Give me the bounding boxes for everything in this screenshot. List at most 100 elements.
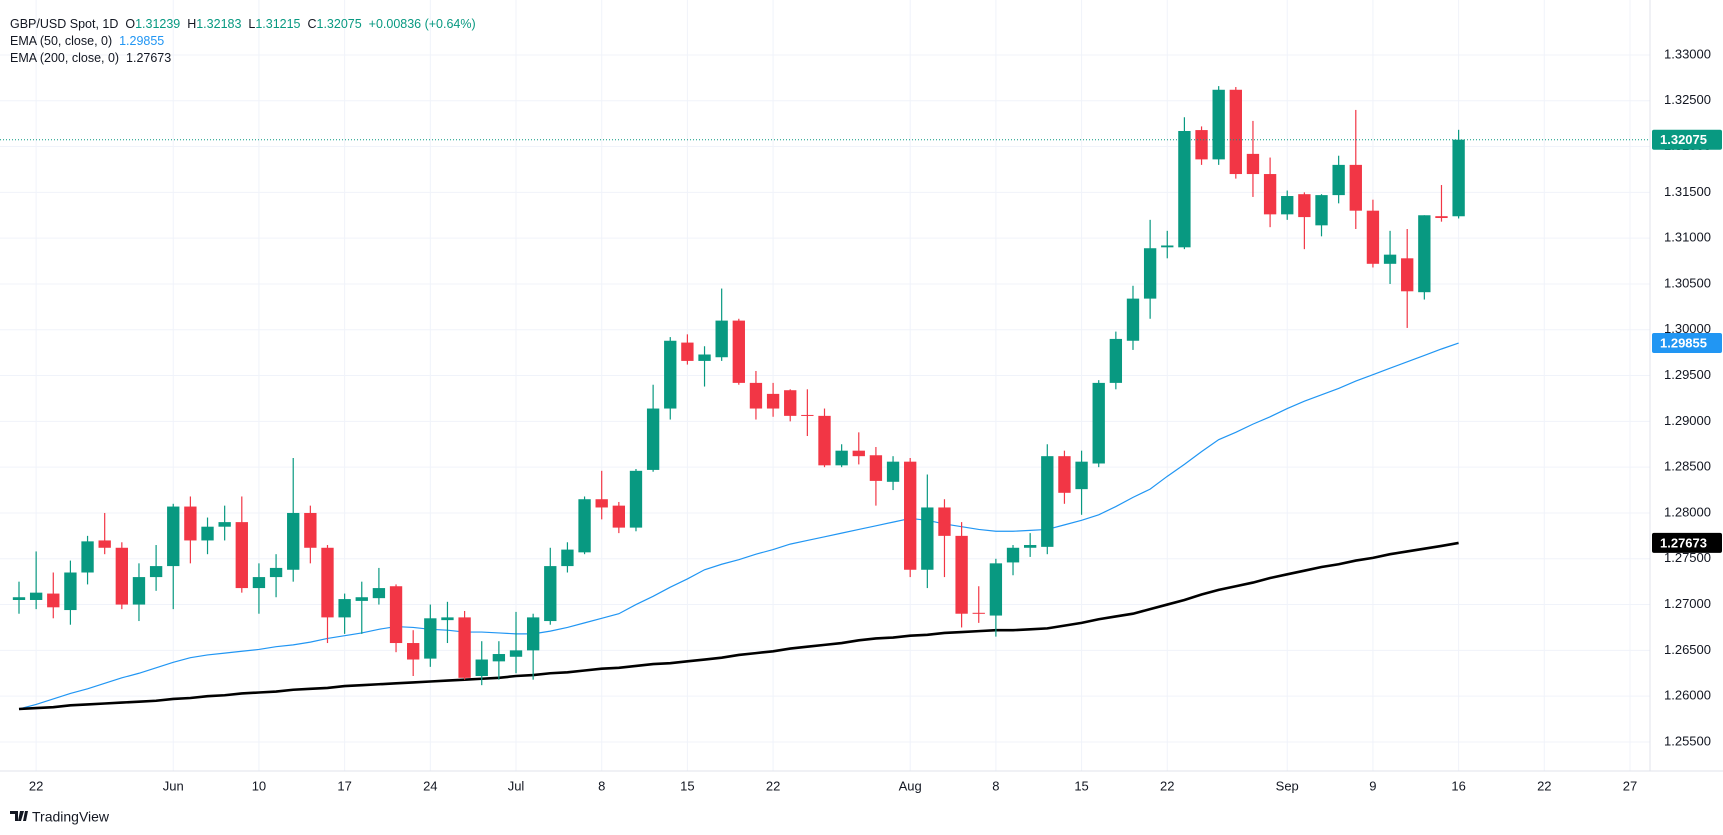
candle-body [1109, 338, 1123, 383]
candle-body [184, 506, 197, 541]
axes: 1.25500 1.26000 1.26500 1.27000 1.27500 1.280… [0, 0, 1723, 793]
change: +0.00836 (+0.64%) [368, 17, 476, 31]
candle-body [355, 597, 368, 601]
candle-body [646, 408, 660, 470]
candle-body [167, 506, 180, 567]
candle-body [681, 342, 694, 361]
candle-body [1075, 461, 1088, 490]
candle-body [1332, 164, 1345, 196]
candle-body [1092, 382, 1105, 464]
candle-body [12, 597, 26, 600]
candle-body [304, 512, 317, 548]
ohlc-value: 1.32183 [196, 17, 242, 31]
x-tick-label: 10 [252, 778, 266, 793]
ema-line [18, 541, 1459, 711]
candle-body [1281, 196, 1294, 215]
legend-row: EMA (200, close, 0) 1.27673 [10, 50, 476, 67]
candle-body [407, 643, 420, 660]
candle-body [749, 382, 763, 409]
x-tick-label: Jul [508, 778, 525, 793]
candle-body [955, 535, 968, 614]
symbol-title: GBP/USD Spot, 1D [10, 17, 119, 31]
x-tick-label: 22 [29, 778, 43, 793]
legend-row: GBP/USD Spot, 1D O1.31239 H1.32183 L1.31… [10, 16, 476, 33]
y-tick-label: 1.31000 [1664, 230, 1711, 245]
ohlc-value: 1.32075 [316, 17, 362, 31]
x-tick-label: Sep [1276, 778, 1299, 793]
candle-body [1435, 216, 1448, 219]
candle-body [801, 414, 814, 416]
price-tag [1652, 333, 1722, 354]
candle-body [98, 540, 111, 548]
candle-body [1383, 254, 1397, 264]
y-tick-label: 1.31500 [1664, 184, 1711, 199]
candle-body [544, 566, 557, 622]
candle-body [1401, 258, 1414, 292]
candle-body [389, 586, 403, 644]
candle-body [784, 390, 797, 416]
candle-body [492, 654, 506, 662]
x-tick-label: 22 [1537, 778, 1551, 793]
candle-body [201, 526, 214, 541]
x-tick-label: 9 [1369, 778, 1376, 793]
candle-body [561, 549, 574, 567]
y-tick-label: 1.32500 [1664, 92, 1711, 107]
y-tick-label: 1.29500 [1664, 367, 1711, 382]
x-tick-label: Jun [163, 778, 184, 793]
candle-body [1195, 130, 1208, 160]
logo-icon [10, 811, 28, 821]
ohlc-value: 1.31215 [255, 17, 301, 31]
indicator-name: EMA (200, close, 0) [10, 51, 120, 65]
candle-body [1143, 248, 1157, 299]
candle-body [1058, 456, 1071, 493]
x-tick-label: 8 [598, 778, 605, 793]
y-tick-label: 1.29000 [1664, 413, 1711, 428]
plot [0, 86, 1650, 711]
watermark: TradingView [10, 809, 110, 825]
candle-body [321, 547, 334, 618]
x-tick-label: 15 [680, 778, 694, 793]
candle-body [1418, 215, 1431, 293]
x-tick-label: 27 [1623, 778, 1637, 793]
legend: GBP/USD Spot, 1D O1.31239 H1.32183 L1.31… [10, 16, 476, 67]
candle-body [1006, 547, 1020, 563]
indicator-name: EMA (50, close, 0) [10, 34, 113, 48]
candle-body [526, 617, 540, 651]
candle-body [287, 512, 300, 570]
candle-body [886, 461, 900, 482]
candle-body [424, 618, 437, 659]
candle-body [869, 455, 883, 481]
x-tick-label: 22 [1160, 778, 1174, 793]
x-tick-label: 8 [992, 778, 999, 793]
y-tick-label: 1.30500 [1664, 275, 1711, 290]
candle-body [698, 354, 711, 361]
x-tick-label: 24 [423, 778, 437, 793]
candle-body [269, 567, 283, 578]
candle-body [132, 577, 146, 605]
candle-body [372, 588, 386, 599]
price-tag-label: 1.27673 [1660, 535, 1707, 550]
candle-body [252, 577, 266, 589]
candle-body [818, 415, 831, 466]
legend-row: EMA (50, close, 0) 1.29855 [10, 33, 476, 50]
y-tick-label: 1.28500 [1664, 459, 1711, 474]
candle-body [1366, 210, 1380, 264]
candle-body [1263, 174, 1277, 215]
candle-body [766, 393, 780, 409]
indicator-value: 1.29855 [119, 34, 165, 48]
candle-body [1246, 153, 1260, 175]
y-tick-label: 1.26500 [1664, 642, 1711, 657]
candle-body [715, 320, 728, 358]
candle-body [664, 340, 677, 409]
candle-body [629, 470, 643, 528]
watermark-text: TradingView [32, 809, 110, 825]
candle-body [1298, 194, 1311, 218]
candle-body [1452, 139, 1465, 217]
candle-body [47, 593, 60, 608]
candle-body [1349, 164, 1362, 211]
candle-body [1161, 245, 1174, 248]
candle-body [509, 650, 523, 657]
price-tag [1652, 129, 1722, 150]
ohlc-letter: O [125, 17, 136, 31]
